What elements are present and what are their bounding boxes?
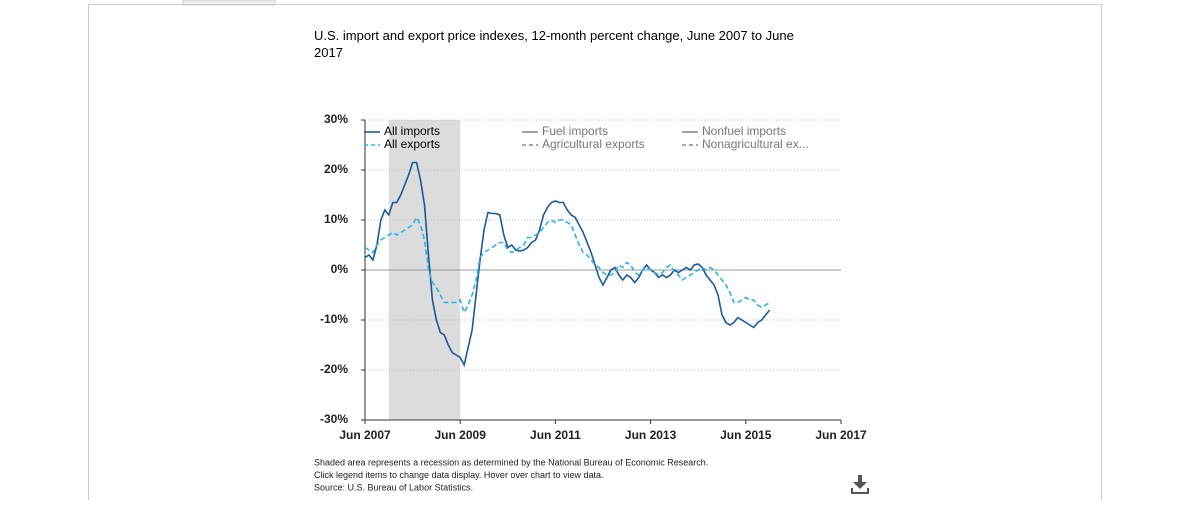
y-tick-label: 0% (331, 262, 349, 276)
legend-item[interactable]: All imports (364, 124, 440, 138)
x-tick-label: Jun 2009 (435, 428, 487, 442)
legend-label: All exports (384, 137, 440, 151)
series-line (364, 161, 771, 368)
y-tick-label: -10% (320, 312, 348, 326)
x-tick-label: Jun 2015 (720, 428, 772, 442)
legend-item[interactable]: Agricultural exports (522, 137, 645, 151)
x-tick-label: Jun 2017 (815, 428, 867, 442)
legend-label: All imports (384, 124, 440, 138)
y-tick-label: 10% (324, 212, 348, 226)
x-tick-label: Jun 2011 (530, 428, 581, 442)
legend-label: Nonagricultural ex... (702, 137, 809, 151)
y-tick-label: -30% (320, 412, 348, 426)
legend-label: Fuel imports (542, 124, 608, 138)
legend-label: Agricultural exports (542, 137, 645, 151)
legend-item[interactable]: Fuel imports (522, 124, 608, 138)
download-icon[interactable] (851, 475, 869, 494)
y-tick-label: 20% (324, 162, 348, 176)
footnote: Source: U.S. Bureau of Labor Statistics. (314, 482, 473, 492)
y-tick-label: -20% (320, 362, 348, 376)
footnote: Shaded area represents a recession as de… (314, 457, 708, 467)
x-tick-label: Jun 2007 (339, 428, 391, 442)
legend-item[interactable]: Nonagricultural ex... (682, 137, 809, 151)
legend-item[interactable]: Nonfuel imports (682, 124, 786, 138)
panel (88, 4, 1102, 505)
legend-label: Nonfuel imports (702, 124, 786, 138)
legend-item[interactable]: All exports (364, 137, 440, 151)
footnote: Click legend items to change data displa… (314, 470, 603, 480)
x-tick-label: Jun 2013 (625, 428, 677, 442)
chart-title: U.S. import and export price indexes, 12… (314, 28, 794, 60)
y-tick-label: 30% (324, 112, 348, 126)
series-line (364, 215, 771, 315)
